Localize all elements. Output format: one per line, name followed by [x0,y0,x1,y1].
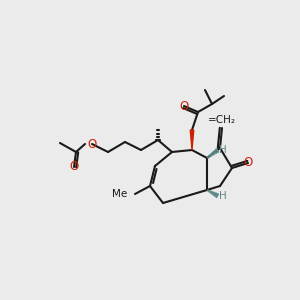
Text: Me: Me [112,189,127,199]
Polygon shape [190,130,194,150]
Text: O: O [87,137,97,151]
Text: O: O [179,100,189,112]
Text: H: H [219,145,227,155]
Text: H: H [219,191,227,201]
Text: O: O [243,157,253,169]
Text: O: O [69,160,79,173]
Text: =CH₂: =CH₂ [208,115,236,125]
